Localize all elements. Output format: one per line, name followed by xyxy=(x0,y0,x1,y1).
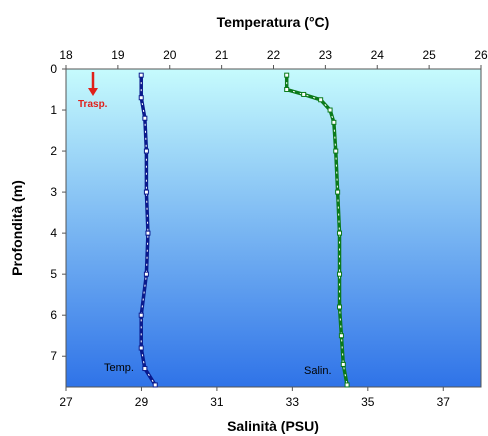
salin-data-point xyxy=(333,148,339,154)
temp-data-point xyxy=(138,345,144,351)
top-axis-title: Temperatura (°C) xyxy=(217,14,330,30)
salin-data-point xyxy=(340,361,346,367)
temp-data-point xyxy=(152,382,158,388)
transparency-marker: Trasp. xyxy=(78,72,108,110)
salin-data-point xyxy=(337,230,343,236)
salin-data-point xyxy=(318,97,324,103)
top-tick-label: 25 xyxy=(422,48,436,62)
temp-data-point xyxy=(143,148,149,154)
y-axis-title: Profondità (m) xyxy=(9,180,25,276)
salin-data-point xyxy=(284,72,290,78)
salin-data-point xyxy=(344,382,350,388)
top-tick-label: 21 xyxy=(215,48,229,62)
bottom-tick-label: 31 xyxy=(210,395,224,409)
temp-data-point xyxy=(145,230,151,236)
top-tick-label: 26 xyxy=(474,48,488,62)
y-axis-ticks: 0 1 2 3 4 5 6 7 xyxy=(50,62,66,363)
y-tick-label: 5 xyxy=(50,267,57,281)
bottom-axis-ticks: 27 29 31 33 35 37 xyxy=(59,387,450,409)
salin-data-point xyxy=(337,304,343,310)
salin-data-point xyxy=(301,91,307,97)
red-arrow-head-icon xyxy=(88,88,98,96)
salin-data-point xyxy=(331,119,337,125)
plot-area xyxy=(66,69,481,387)
bottom-tick-label: 33 xyxy=(286,395,300,409)
salin-data-point xyxy=(338,333,344,339)
top-tick-label: 23 xyxy=(319,48,333,62)
y-tick-label: 2 xyxy=(50,144,57,158)
y-tick-label: 0 xyxy=(50,62,57,76)
salin-series-label: Salin. xyxy=(304,365,332,377)
temp-series-dots xyxy=(140,75,156,386)
temp-series-label: Temp. xyxy=(104,362,134,374)
temp-data-point xyxy=(143,189,149,195)
top-tick-label: 24 xyxy=(371,48,385,62)
salin-data-point xyxy=(284,87,290,93)
salin-data-point xyxy=(335,189,341,195)
temp-data-point xyxy=(142,366,148,372)
top-tick-label: 18 xyxy=(59,48,73,62)
series-layer xyxy=(138,72,350,388)
salin-data-point xyxy=(327,107,333,113)
bottom-axis-title: Salinità (PSU) xyxy=(227,418,319,434)
y-tick-label: 6 xyxy=(50,308,57,322)
transparency-label: Trasp. xyxy=(78,99,108,110)
salin-data-point xyxy=(337,271,343,277)
top-tick-label: 20 xyxy=(163,48,177,62)
top-tick-label: 19 xyxy=(111,48,125,62)
top-tick-label: 22 xyxy=(267,48,281,62)
y-tick-label: 7 xyxy=(50,349,57,363)
y-tick-label: 1 xyxy=(50,103,57,117)
y-tick-label: 3 xyxy=(50,185,57,199)
bottom-tick-label: 29 xyxy=(135,395,149,409)
temp-data-point xyxy=(138,72,144,78)
bottom-tick-label: 35 xyxy=(361,395,375,409)
y-tick-label: 4 xyxy=(50,226,57,240)
temp-data-point xyxy=(142,115,148,121)
bottom-tick-label: 27 xyxy=(59,395,73,409)
temp-data-point xyxy=(138,95,144,101)
temp-data-point xyxy=(138,312,144,318)
temp-data-point xyxy=(143,271,149,277)
salin-series-dots xyxy=(286,75,348,386)
bottom-tick-label: 37 xyxy=(437,395,451,409)
top-axis-ticks: 18 19 20 21 22 23 24 25 26 xyxy=(59,48,488,69)
